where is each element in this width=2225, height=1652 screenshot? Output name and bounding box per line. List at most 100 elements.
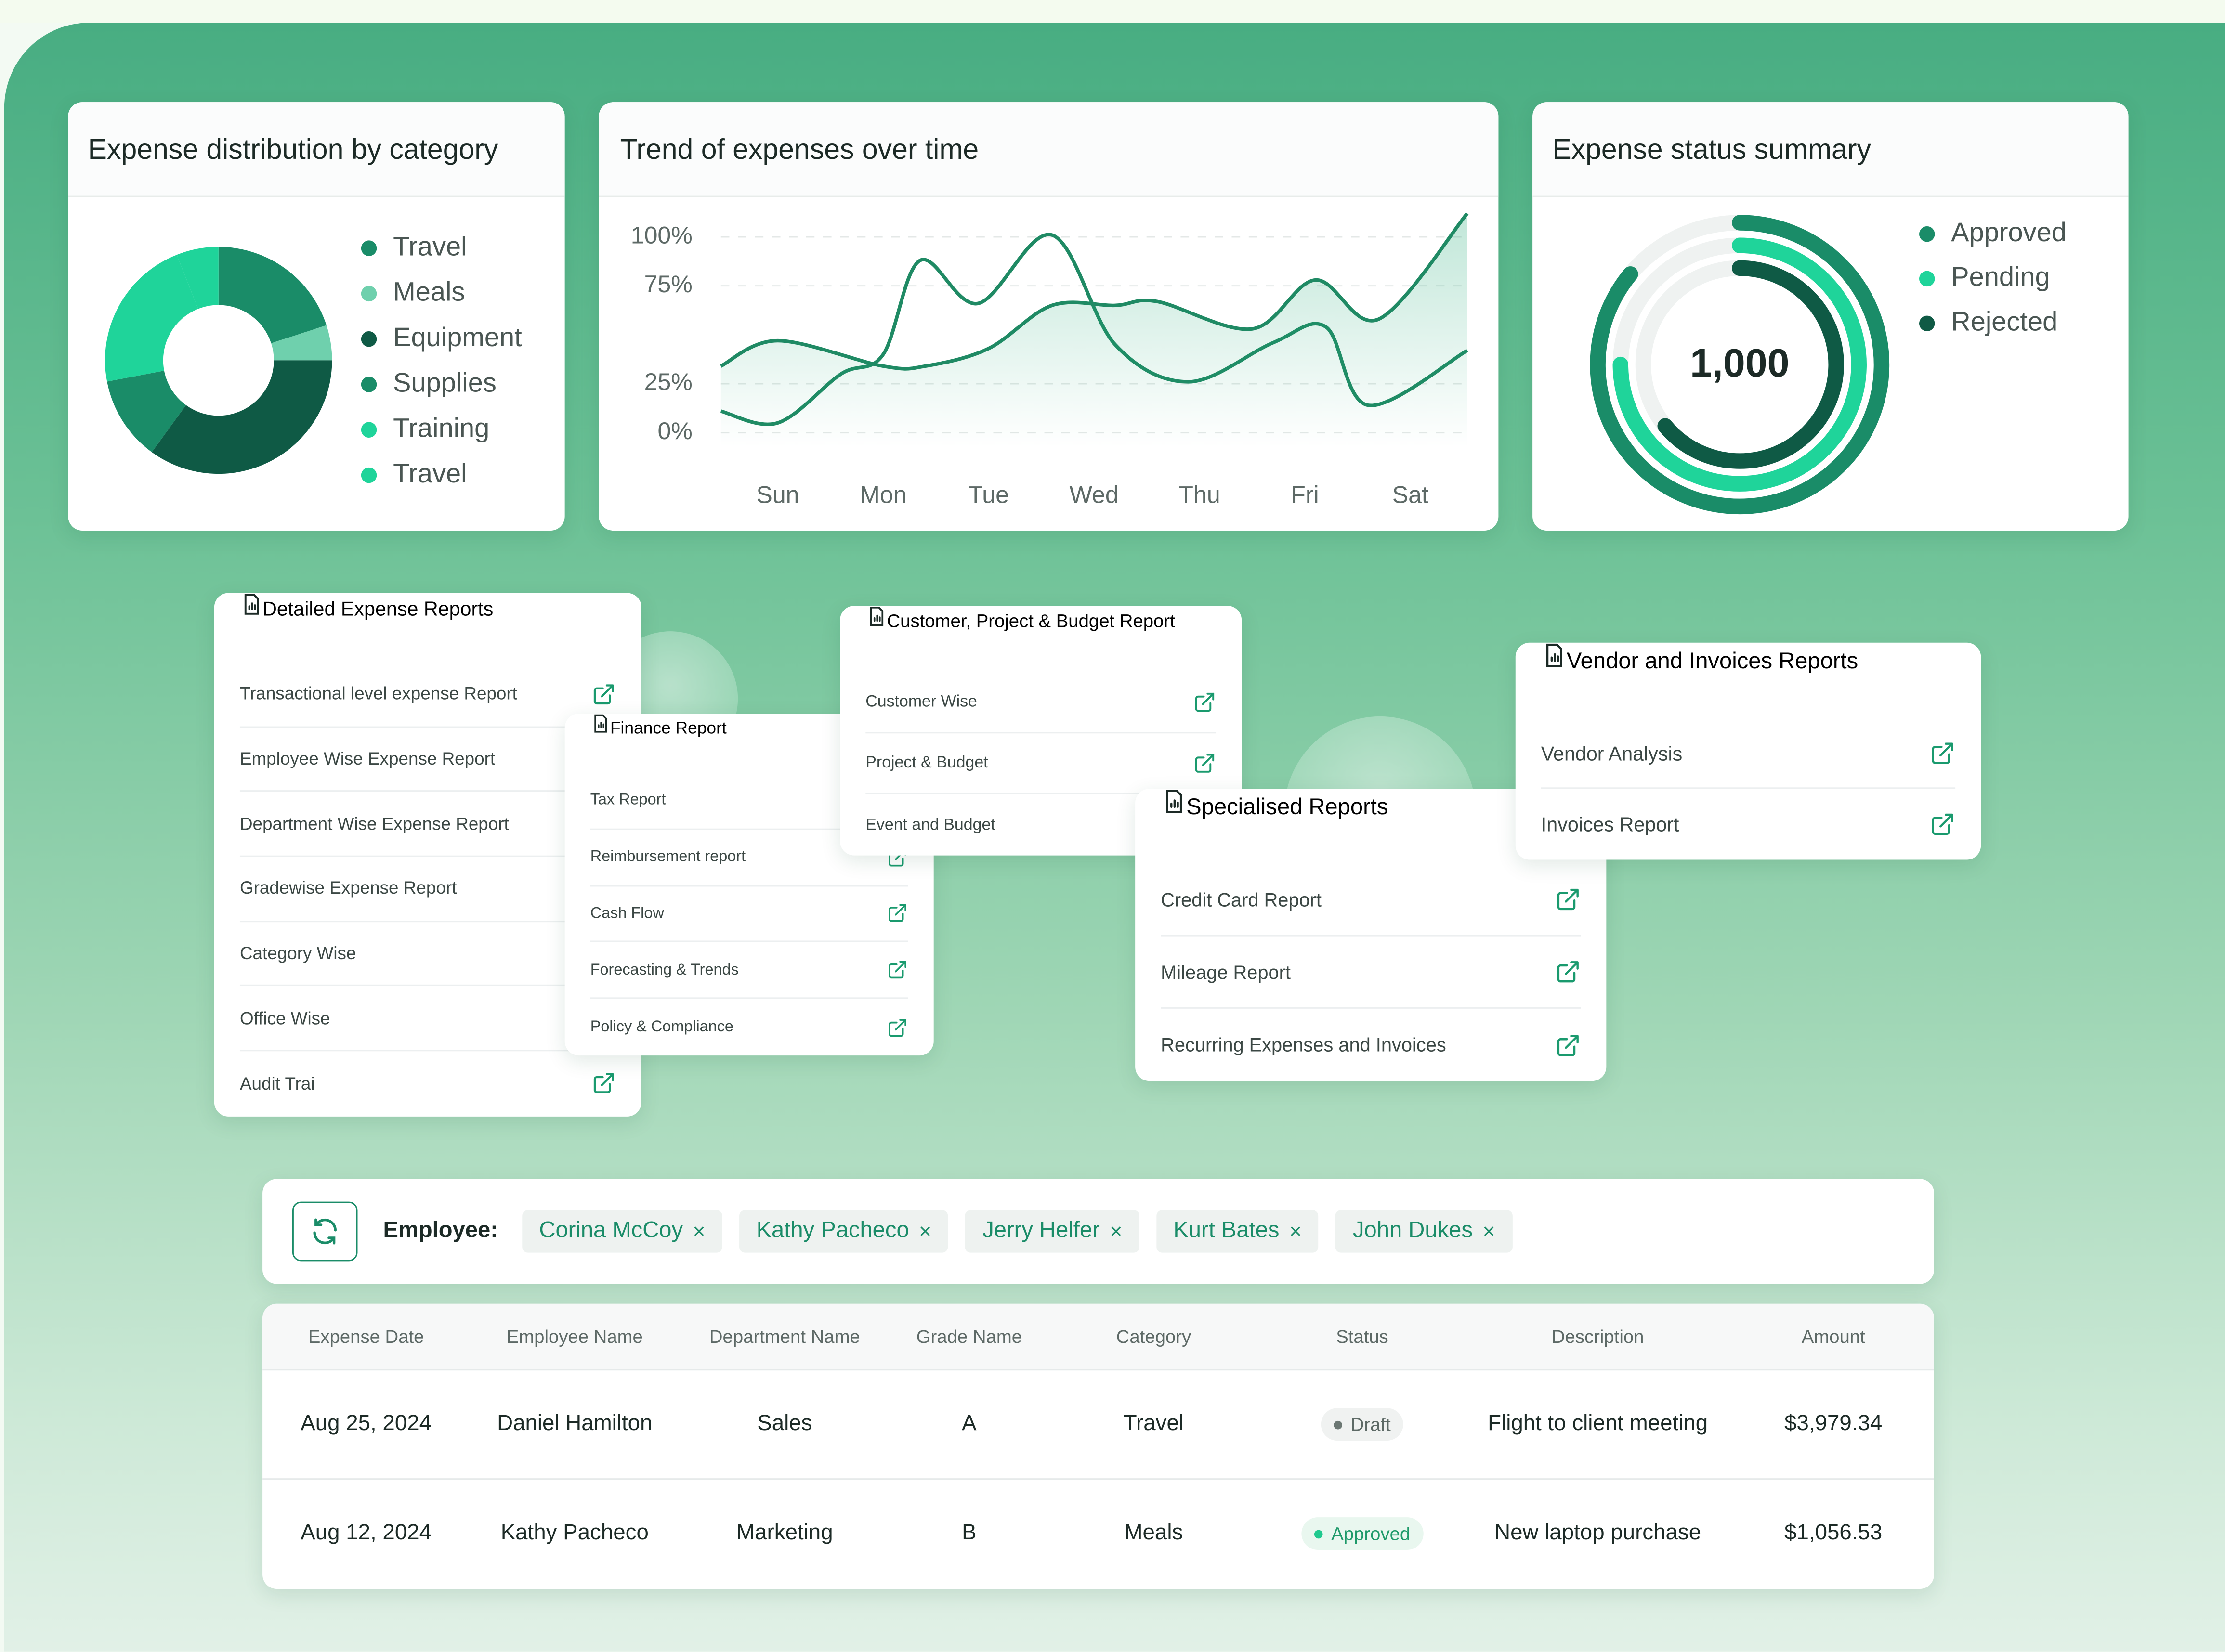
ring: [1612, 237, 1867, 492]
table-cell: Aug 25, 2024: [301, 1411, 432, 1436]
chip-label: Kurt Bates: [1173, 1218, 1280, 1243]
icon-shape: [1932, 813, 1953, 835]
chips: Corina McCoy × Kathy Pacheco × Jerry Helfer ×…: [522, 1210, 1512, 1253]
report-item[interactable]: Gradewise Expense Report: [239, 857, 616, 922]
report-item[interactable]: Office Wise: [239, 987, 616, 1052]
external-link-icon: [1557, 888, 1579, 911]
table-header: [262, 1303, 1934, 1371]
icon-shape: [870, 606, 884, 626]
chip-remove[interactable]: ×: [1110, 1219, 1123, 1244]
report-item[interactable]: Vendor Analysis: [1541, 718, 1956, 789]
report-item-label: Transactional level expense Report: [239, 684, 517, 704]
report-item-label: Tax Report: [590, 792, 666, 809]
chip-remove[interactable]: ×: [919, 1219, 932, 1244]
row-divider: [262, 1478, 1934, 1480]
report-header: Finance Report: [565, 714, 934, 773]
report-item[interactable]: Mileage Report: [1161, 937, 1581, 1009]
table-cell: Daniel Hamilton: [497, 1411, 653, 1436]
external-link-icon: [889, 961, 907, 979]
x-tick-label: Sat: [1392, 481, 1428, 508]
report-item[interactable]: Event and Budget: [865, 794, 1216, 856]
legend-dot: [361, 240, 377, 256]
icon-shape: [1195, 692, 1215, 712]
column-header: Grade Name: [916, 1326, 1022, 1347]
card-title: Expense status summary: [1532, 102, 2129, 197]
report-item[interactable]: Invoices Report: [1541, 789, 1955, 859]
x-tick-label: Sun: [756, 481, 799, 508]
report-item[interactable]: Tax Report: [590, 773, 908, 830]
report-item-label: Employee Wise Expense Report: [239, 749, 496, 769]
pie-slice: [152, 360, 332, 474]
line: [720, 212, 1469, 371]
report-item[interactable]: Project & Budget: [865, 733, 1217, 794]
icon-shape: [1546, 643, 1562, 667]
report-item[interactable]: Recurring Expenses and Invoices: [1161, 1009, 1581, 1081]
external-link-icon: [1932, 741, 1953, 764]
external-link-icon: [889, 905, 907, 923]
report-icon: [870, 606, 884, 626]
status-label: Approved: [1331, 1522, 1411, 1545]
report-item[interactable]: Transactional level expense Report: [239, 663, 616, 728]
chip-label: John Dukes: [1352, 1218, 1473, 1243]
report-item[interactable]: Forecasting & Trends: [590, 943, 908, 999]
filter-chip[interactable]: John Dukes ×: [1335, 1210, 1512, 1253]
report-item-label: Category Wise: [239, 943, 356, 963]
chip-remove[interactable]: ×: [1289, 1219, 1302, 1244]
filter-chip[interactable]: Kurt Bates ×: [1156, 1210, 1319, 1253]
filter-bar: Employee: Corina McCoy × Kathy Pacheco × Jer…: [262, 1179, 1934, 1284]
status-dot: [1314, 1529, 1323, 1538]
filter-chip[interactable]: Corina McCoy ×: [522, 1210, 722, 1253]
report-item[interactable]: Department Wise Expense Report: [239, 792, 616, 857]
report-item-label: Gradewise Expense Report: [239, 879, 457, 899]
y-tick-label: 25%: [644, 368, 693, 395]
chip-remove[interactable]: ×: [1482, 1219, 1495, 1244]
legend-label: Meals: [393, 276, 465, 307]
legend-dot: [361, 331, 377, 347]
report-item[interactable]: Employee Wise Expense Report: [239, 728, 616, 793]
report-item[interactable]: Customer Wise: [865, 673, 1217, 734]
report-item-label: Customer Wise: [865, 693, 977, 711]
legend-label: Equipment: [393, 322, 522, 352]
report-icon: [1546, 643, 1562, 667]
report-item[interactable]: Category Wise: [239, 922, 616, 987]
status-dot: [1334, 1420, 1343, 1429]
legend-dot: [361, 467, 377, 483]
icon-shape: [889, 1018, 907, 1036]
table-cell: B: [962, 1521, 977, 1545]
report-item-label: Invoices Report: [1541, 813, 1679, 836]
report-item-label: Recurring Expenses and Invoices: [1161, 1034, 1446, 1056]
column-header: Department Name: [709, 1326, 860, 1347]
report-item[interactable]: Policy & Compliance: [590, 999, 908, 1055]
filter-chip[interactable]: Kathy Pacheco ×: [739, 1210, 949, 1253]
legend-dot: [361, 286, 377, 302]
report-item[interactable]: Credit Card Report: [1161, 864, 1581, 937]
report-item[interactable]: Cash Flow: [590, 886, 908, 943]
table-cell: Marketing: [736, 1521, 833, 1545]
filter-chip[interactable]: Jerry Helfer ×: [965, 1210, 1139, 1253]
charts: Travel Meals Equipment Supplies Training Trav…: [105, 212, 2067, 515]
legend-label: Supplies: [393, 367, 497, 397]
table-cell: New laptop purchase: [1494, 1521, 1701, 1545]
legend-label: Travel: [393, 231, 467, 261]
report-header: Vendor and Invoices Reports: [1516, 643, 1981, 718]
icon-shape: [244, 594, 259, 615]
icon-shape: [1932, 741, 1953, 764]
column-header: Description: [1551, 1326, 1644, 1347]
report-item-label: Department Wise Expense Report: [239, 814, 509, 834]
y-tick-label: 75%: [644, 271, 693, 298]
pie-card: Expense distribution by category: [68, 102, 565, 531]
icon-shape: [889, 905, 907, 923]
external-link-icon: [1195, 692, 1215, 712]
chip-remove[interactable]: ×: [693, 1219, 706, 1244]
report-header: Specialised Reports: [1135, 789, 1606, 864]
table-cell: Aug 12, 2024: [301, 1521, 432, 1545]
ring: [1590, 215, 1890, 515]
refresh-button[interactable]: [292, 1201, 358, 1262]
card-title: Trend of expenses over time: [599, 102, 1499, 197]
x-tick-label: Mon: [860, 481, 906, 508]
report-item-label: Event and Budget: [865, 816, 995, 834]
x-tick-label: Fri: [1291, 481, 1319, 508]
report-item[interactable]: Audit Trai: [240, 1052, 616, 1117]
